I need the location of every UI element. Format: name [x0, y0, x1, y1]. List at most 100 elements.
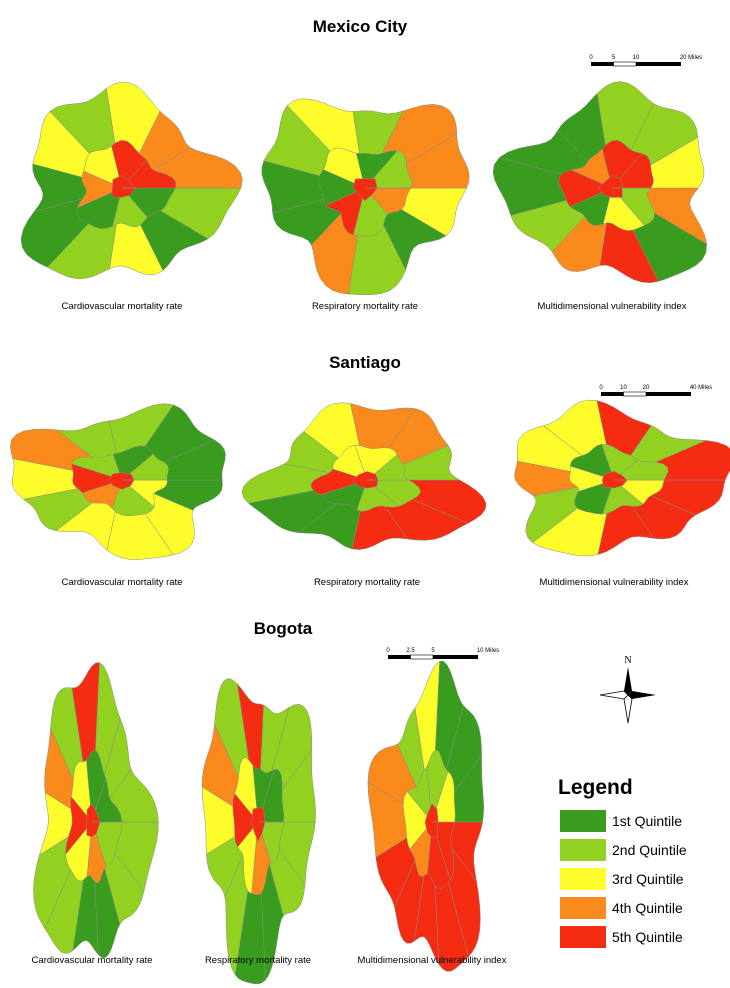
- north-arrow: N: [599, 655, 656, 724]
- legend-label: 4th Quintile: [612, 900, 683, 916]
- district: [76, 187, 123, 229]
- district: [431, 770, 456, 823]
- scale-label: 5: [431, 648, 435, 654]
- district: [237, 821, 259, 895]
- district: [11, 458, 123, 500]
- district: [570, 148, 613, 189]
- district: [71, 463, 123, 493]
- district: [257, 821, 285, 864]
- scale-bar: [433, 655, 478, 659]
- district: [65, 795, 93, 856]
- district: [86, 821, 107, 884]
- district: [201, 786, 259, 855]
- legend-title: Legend: [558, 776, 633, 799]
- district: [121, 479, 168, 508]
- map-caption: Cardiovascular mortality rate: [62, 577, 183, 588]
- district: [76, 170, 123, 209]
- district: [32, 163, 123, 213]
- scale-bar: [613, 61, 637, 67]
- legend-swatch: [560, 868, 606, 890]
- map-caption: Respiratory mortality rate: [312, 301, 418, 312]
- district: [569, 465, 615, 492]
- district: [601, 471, 629, 489]
- legend-label: 1st Quintile: [612, 813, 682, 829]
- city-title: Santiago: [329, 353, 401, 372]
- scale-bar: [636, 62, 681, 66]
- district: [241, 463, 368, 504]
- district: [325, 187, 366, 236]
- district: [71, 453, 123, 481]
- city-map: [241, 402, 487, 550]
- district: [251, 807, 266, 843]
- district: [569, 187, 613, 226]
- district: [70, 759, 93, 823]
- district: [38, 792, 93, 856]
- scale-label: 40 Miles: [690, 385, 712, 391]
- map-caption: Multidimensional vulnerability index: [538, 301, 687, 312]
- district: [602, 187, 645, 231]
- district: [366, 479, 421, 507]
- district: [257, 768, 285, 823]
- district: [121, 453, 169, 481]
- city-map: [201, 678, 316, 985]
- district: [108, 472, 135, 490]
- district: [352, 471, 379, 489]
- district: [611, 153, 654, 189]
- legend-label: 5th Quintile: [612, 929, 683, 945]
- district: [558, 169, 613, 207]
- scale-bar: [591, 62, 614, 66]
- district: [121, 187, 176, 218]
- scale-bar: [646, 392, 691, 396]
- city-title: Mexico City: [313, 17, 408, 36]
- district: [514, 460, 615, 497]
- scale-bar: [410, 654, 434, 660]
- map-caption: Cardiovascular mortality rate: [62, 301, 183, 312]
- district: [431, 821, 456, 882]
- district: [111, 175, 137, 198]
- district: [318, 169, 366, 206]
- district: [364, 150, 413, 189]
- legend-label: 3rd Quintile: [612, 871, 684, 887]
- district: [112, 445, 154, 481]
- city-map: [367, 660, 484, 972]
- district: [323, 147, 366, 189]
- city-map: [492, 81, 708, 283]
- scale-label: 10: [620, 385, 627, 391]
- scale-bar: [623, 391, 647, 397]
- district: [366, 454, 410, 481]
- district: [234, 757, 259, 823]
- district: [83, 145, 123, 189]
- north-label: N: [624, 655, 631, 666]
- district: [310, 468, 368, 496]
- map-caption: Multidimensional vulnerability index: [540, 577, 689, 588]
- district: [319, 479, 368, 511]
- district: [121, 159, 177, 189]
- legend-swatch: [560, 926, 606, 948]
- district: [86, 802, 101, 838]
- district: [367, 781, 433, 858]
- district: [364, 187, 412, 215]
- district: [574, 479, 615, 515]
- city-map: [261, 98, 470, 295]
- district: [402, 790, 433, 850]
- scale-bar: [601, 392, 624, 396]
- scale-bar: [388, 655, 411, 659]
- scale-label: 5: [612, 55, 616, 61]
- district: [332, 444, 368, 481]
- map-caption: Respiratory mortality rate: [205, 955, 311, 966]
- district: [65, 821, 93, 882]
- city-map: [33, 662, 159, 958]
- legend-swatch: [560, 810, 606, 832]
- district: [82, 479, 123, 510]
- district: [424, 803, 439, 838]
- district: [406, 765, 433, 823]
- district: [492, 157, 613, 216]
- city-map: [20, 81, 243, 279]
- scale-label: 10 Miles: [477, 648, 499, 654]
- district: [352, 187, 389, 237]
- district: [613, 459, 669, 481]
- district: [354, 444, 398, 481]
- scale-label: 0: [589, 55, 593, 61]
- district: [91, 777, 123, 823]
